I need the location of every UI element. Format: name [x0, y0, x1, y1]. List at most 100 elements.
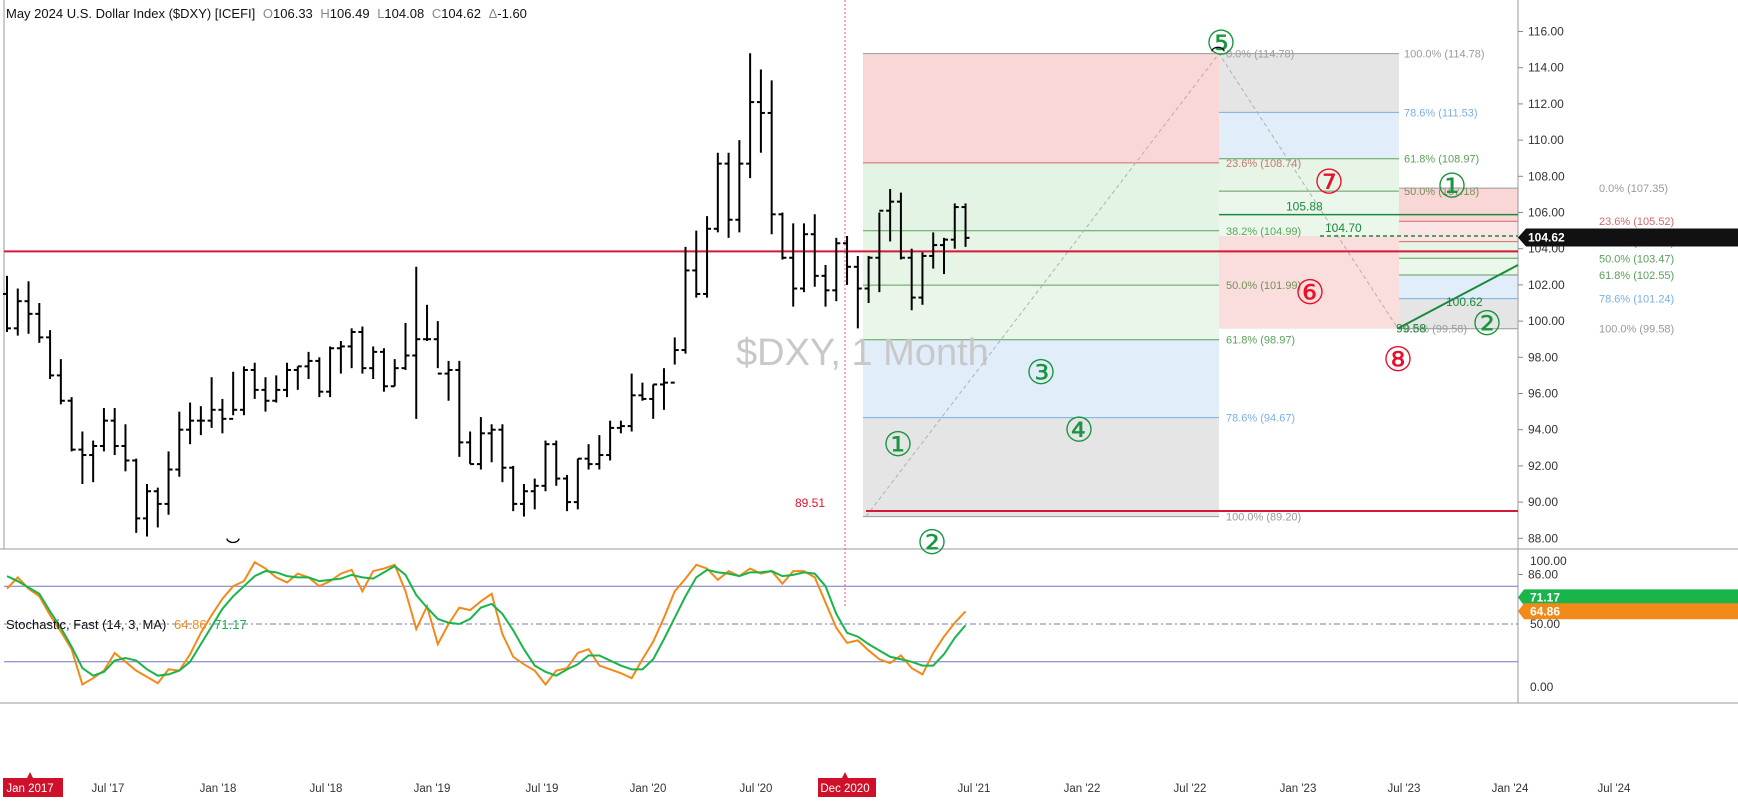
ohlc-bar	[423, 304, 432, 342]
price-axis-label: 90.00	[1528, 495, 1558, 509]
ohlc-bar	[918, 252, 927, 305]
ohlc-bar	[896, 192, 905, 260]
price-axis-label: 102.00	[1528, 278, 1565, 292]
swing-high-marker	[1211, 46, 1225, 52]
ohlc-bar	[929, 232, 938, 269]
price-axis-label: 98.00	[1528, 350, 1558, 364]
ohlc-bar	[961, 203, 970, 247]
wave-label: ⑦	[1314, 164, 1344, 202]
ohlc-bar	[552, 440, 561, 486]
ohlc-bar	[186, 402, 195, 445]
wave-label: ①	[1437, 167, 1467, 205]
fib-right-zone	[1399, 188, 1518, 222]
fib-right-zone	[1399, 241, 1518, 259]
stoch-axis-label: 0.00	[1530, 680, 1554, 694]
time-axis-label: Jul '21	[958, 783, 991, 795]
stoch-axis-label: 50.00	[1530, 617, 1560, 631]
ohlc-bar	[412, 266, 421, 419]
ohlc-bar	[950, 203, 959, 249]
fib-small-label: 0.0% (99.58)	[1404, 324, 1467, 336]
fib-upper-group: 100.0% (114.78) 78.6% (111.53) 61.8% (108.…	[1219, 49, 1485, 329]
ohlc-bar	[821, 264, 830, 307]
ohlc-bar	[616, 420, 625, 434]
fib-upper-zone	[1219, 158, 1399, 192]
stochastic-title: Stochastic, Fast (14, 3, MA)	[6, 617, 167, 632]
ohlc-bar	[703, 216, 712, 298]
ohlc-bar	[304, 351, 313, 380]
highlighted-tick-pointer	[27, 772, 33, 778]
wave-label: ⑤	[1206, 24, 1236, 62]
time-axis-label: Jul '18	[310, 783, 343, 795]
ohlc-bar	[229, 371, 238, 420]
ohlc-bar	[498, 424, 507, 483]
time-axis-label: Jul '19	[526, 783, 559, 795]
ohlc-bar	[746, 53, 755, 179]
time-axis-label: Jan '23	[1280, 783, 1317, 795]
price-axis-label: 108.00	[1528, 169, 1565, 183]
ohlc-bar	[207, 377, 216, 428]
stoch-k-tag-value: 64.86	[1530, 604, 1560, 618]
wave-label: ②	[1472, 305, 1502, 343]
time-axis-label: Jan 2017	[6, 783, 53, 795]
ohlc-bar	[293, 365, 302, 390]
price-label: 100.62	[1446, 295, 1483, 309]
change-value: -1.60	[497, 6, 527, 21]
ohlc-bar	[606, 420, 615, 461]
price-axis-label: 86.00	[1528, 568, 1558, 582]
ohlc-bar	[886, 188, 895, 242]
ohlc-bar	[56, 359, 65, 405]
fib-upper-label: 61.8% (108.97)	[1404, 154, 1479, 166]
fib-upper-label: 100.0% (114.78)	[1404, 49, 1485, 61]
fib-left-label: 50.0% (101.99)	[1226, 280, 1301, 292]
ohlc-bar	[864, 255, 873, 303]
ohlc-bar	[315, 357, 324, 398]
stoch-axis-label: 100.00	[1530, 554, 1567, 568]
wave-label: ⑧	[1383, 341, 1413, 379]
ohlc-bar	[832, 237, 841, 302]
price-axis-label: 88.00	[1528, 531, 1558, 545]
ohlc-bar	[810, 214, 819, 287]
ohlc-bar	[789, 223, 798, 307]
wave-label: ④	[1064, 412, 1094, 450]
ohlc-bar	[756, 69, 765, 153]
time-axis-label: Jul '17	[92, 783, 125, 795]
ohlc-bar	[3, 275, 11, 332]
ohlc-bar	[713, 152, 722, 233]
fib-left-zone	[863, 162, 1219, 231]
ohlc-bar	[853, 255, 862, 329]
ohlc-bar	[121, 424, 130, 472]
ohlc-bar	[843, 236, 852, 285]
fib-left-label: 78.6% (94.67)	[1226, 413, 1295, 425]
open-value: 106.33	[273, 6, 313, 21]
time-axis-label: Jan '20	[630, 783, 667, 795]
ohlc-bar	[369, 346, 378, 380]
ohlc-bar	[433, 321, 442, 375]
change-label: Δ	[488, 6, 498, 21]
price-label: 104.70	[1325, 221, 1362, 235]
ohlc-bar	[99, 407, 108, 452]
last-price-tag	[1518, 228, 1738, 247]
ohlc-bar	[132, 458, 141, 533]
ohlc-bar	[649, 383, 658, 419]
fib-upper-zone	[1219, 112, 1399, 159]
stoch-d-line	[6, 564, 967, 677]
ohlc-bar	[46, 330, 55, 380]
ohlc-bar	[401, 322, 410, 370]
fib-left-zone	[863, 417, 1219, 517]
time-axis-label: Jan '19	[414, 783, 451, 795]
fib-right-label: 0.0% (107.35)	[1599, 183, 1668, 195]
ohlc-bar	[875, 209, 884, 293]
fib-right-label: 50.0% (103.47)	[1599, 253, 1674, 265]
ohlc-bar	[778, 212, 787, 260]
highlighted-tick-bg	[3, 778, 63, 797]
highlighted-tick-pointer	[842, 772, 848, 778]
fib-right-zone	[1399, 298, 1518, 329]
ohlc-bar	[455, 360, 464, 457]
ohlc-bar	[638, 382, 647, 401]
price-axis-label: 94.00	[1528, 423, 1558, 437]
ohlc-bar	[89, 440, 98, 483]
high-value: 106.49	[329, 6, 370, 21]
ohlc-bar	[799, 223, 808, 293]
